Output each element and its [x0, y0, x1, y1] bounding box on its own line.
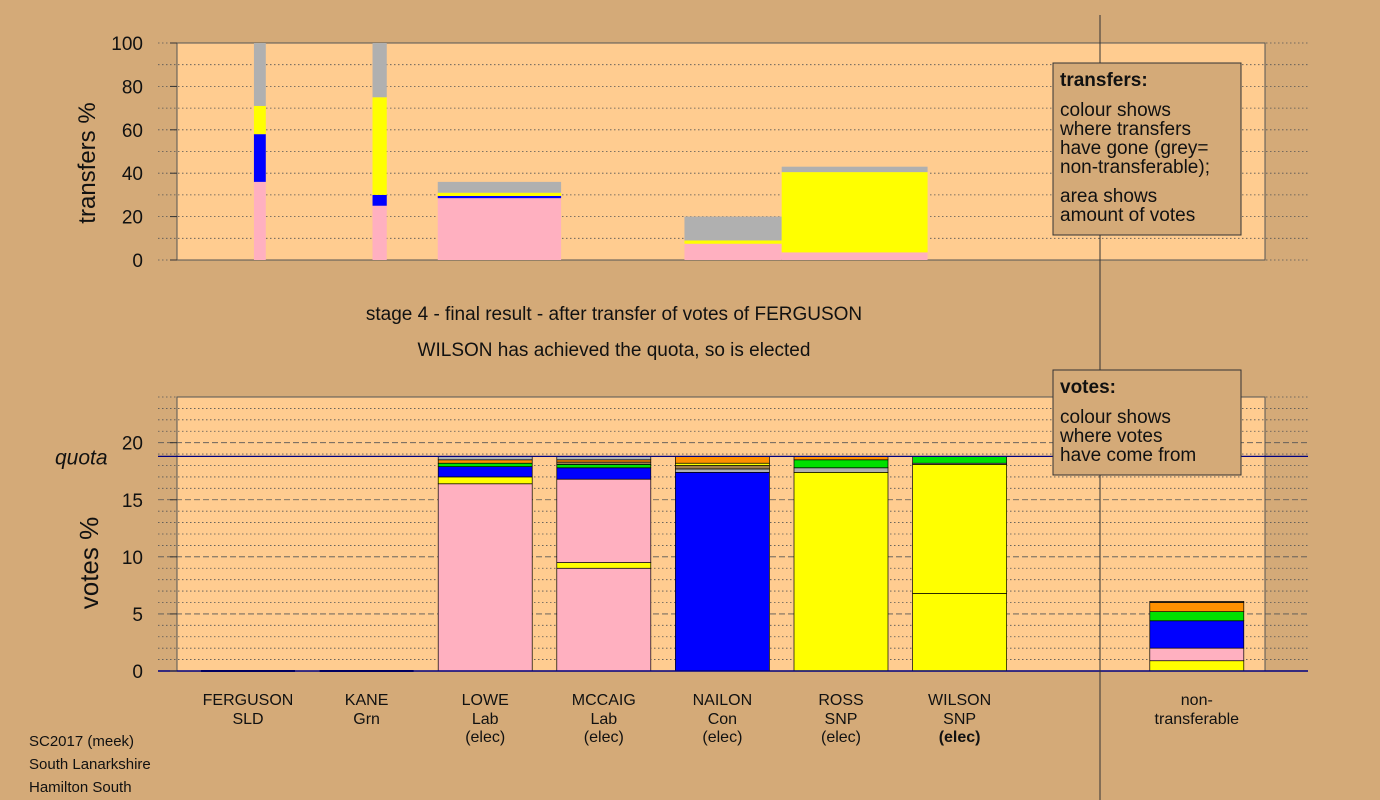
stage-title: stage 4 - final result - after transfer … [366, 304, 862, 325]
transfer-bar-segment [372, 97, 387, 195]
category-label-party: Lab [472, 711, 499, 728]
transfer-bar-segment [372, 43, 387, 98]
category-label-party: transferable [1155, 711, 1240, 728]
category-label-status: (elec) [465, 729, 505, 746]
vote-bar-segment [912, 593, 1007, 672]
category-label-party: SNP [943, 711, 976, 728]
vote-bar-segment [437, 483, 533, 672]
votes-legend-line: colour shows [1060, 407, 1171, 428]
category-label-name: KANE [345, 692, 389, 709]
category-label-name: ROSS [818, 692, 863, 709]
category-label-status: (elec) [821, 729, 861, 746]
category-label-party: SNP [825, 711, 858, 728]
footer-line: Hamilton South [29, 779, 132, 796]
votes-legend-line: where votes [1059, 426, 1162, 447]
category-label-status: (elec) [584, 729, 624, 746]
transfers-y-tick-label: 0 [132, 251, 143, 272]
category-label-party: Lab [590, 711, 617, 728]
vote-bar-segment [675, 456, 770, 464]
transfer-bar-segment [781, 166, 928, 173]
transfers-legend-line: where transfers [1059, 119, 1191, 140]
vote-bar-segment [675, 465, 770, 470]
category-label-status: (elec) [702, 729, 742, 746]
vote-bar-segment [793, 467, 889, 473]
votes-y-axis-label: votes % [74, 517, 104, 610]
transfers-y-tick-label: 80 [122, 77, 143, 98]
transfer-bar-segment [437, 181, 562, 193]
transfer-bar-segment [437, 195, 562, 199]
votes-y-tick-label: 0 [132, 662, 143, 683]
transfers-y-tick-label: 40 [122, 164, 143, 185]
vote-bar-segment [437, 459, 533, 464]
transfer-bar-segment [781, 252, 928, 260]
transfers-y-axis-label: transfers % [74, 102, 101, 223]
vote-bar-segment [437, 476, 533, 485]
votes-legend-box [1052, 369, 1242, 476]
category-label-party: SLD [232, 711, 263, 728]
category-label-name: NAILON [693, 692, 753, 709]
transfer-bar-segment [437, 192, 562, 196]
category-label-party: Grn [353, 711, 380, 728]
vote-bar-segment [675, 468, 770, 473]
vote-bar-segment [912, 464, 1007, 594]
vote-bar-segment [793, 472, 889, 672]
vote-bar-segment [1149, 611, 1245, 622]
vote-bar-segment [556, 464, 652, 469]
transfers-legend-line: have gone (grey= [1060, 138, 1208, 159]
votes-y-tick-label: 5 [132, 605, 143, 626]
transfers-legend-line: amount of votes [1060, 205, 1195, 226]
vote-bar-segment [1149, 620, 1245, 649]
transfer-bar-segment [253, 134, 266, 182]
transfers-legend-box [1052, 62, 1242, 236]
vote-bar-segment [556, 467, 652, 480]
transfers-legend-line: area shows [1060, 186, 1157, 207]
transfer-bar-segment [372, 205, 387, 260]
transfer-bar-segment [372, 194, 387, 206]
transfers-y-tick-label: 20 [122, 208, 143, 229]
transfer-bar-segment [253, 105, 266, 135]
vote-bar-segment [1149, 601, 1245, 603]
transfers-legend-line: non-transferable); [1060, 157, 1210, 178]
vote-bar-segment [1149, 647, 1245, 662]
votes-legend-heading: votes: [1060, 377, 1116, 398]
category-label-status: (elec) [939, 729, 981, 746]
votes-legend-line: have come from [1060, 445, 1196, 466]
transfer-bar-segment [684, 216, 782, 241]
votes-y-tick-label: 15 [122, 491, 143, 512]
stage-subtitle: WILSON has achieved the quota, so is ele… [418, 340, 811, 361]
category-label-name: non- [1181, 692, 1213, 709]
transfers-legend-line: colour shows [1060, 100, 1171, 121]
transfer-bar-segment [684, 240, 782, 244]
votes-y-tick-label: 20 [122, 434, 143, 455]
transfer-bar-segment [253, 181, 266, 260]
vote-bar-segment [1149, 602, 1245, 612]
quota-label: quota [55, 446, 108, 469]
transfer-bar-segment [684, 243, 782, 260]
vote-bar-segment [437, 466, 533, 478]
footer-line: South Lanarkshire [29, 756, 151, 773]
vote-bar-segment [437, 462, 533, 467]
category-label-name: WILSON [928, 692, 991, 709]
transfer-bar-segment [253, 43, 266, 106]
transfer-bar-segment [437, 198, 562, 260]
vote-bar-segment [556, 567, 652, 672]
category-label-party: Con [708, 711, 737, 728]
vote-bar-segment [1149, 660, 1245, 672]
votes-y-tick-label: 10 [122, 548, 143, 569]
vote-bar-segment [556, 478, 652, 563]
footer-line: SC2017 (meek) [29, 733, 134, 750]
category-label-name: LOWE [462, 692, 509, 709]
vote-bar-segment [793, 459, 889, 469]
transfers-y-tick-label: 60 [122, 121, 143, 142]
vote-bar-segment [675, 472, 770, 672]
vote-bar-segment [556, 562, 652, 569]
transfer-bar-segment [781, 172, 928, 253]
transfers-y-tick-label: 100 [111, 34, 143, 55]
vote-bar-segment [912, 456, 1007, 464]
category-label-name: FERGUSON [203, 692, 294, 709]
transfers-legend-heading: transfers: [1060, 70, 1148, 91]
category-label-name: MCCAIG [572, 692, 636, 709]
